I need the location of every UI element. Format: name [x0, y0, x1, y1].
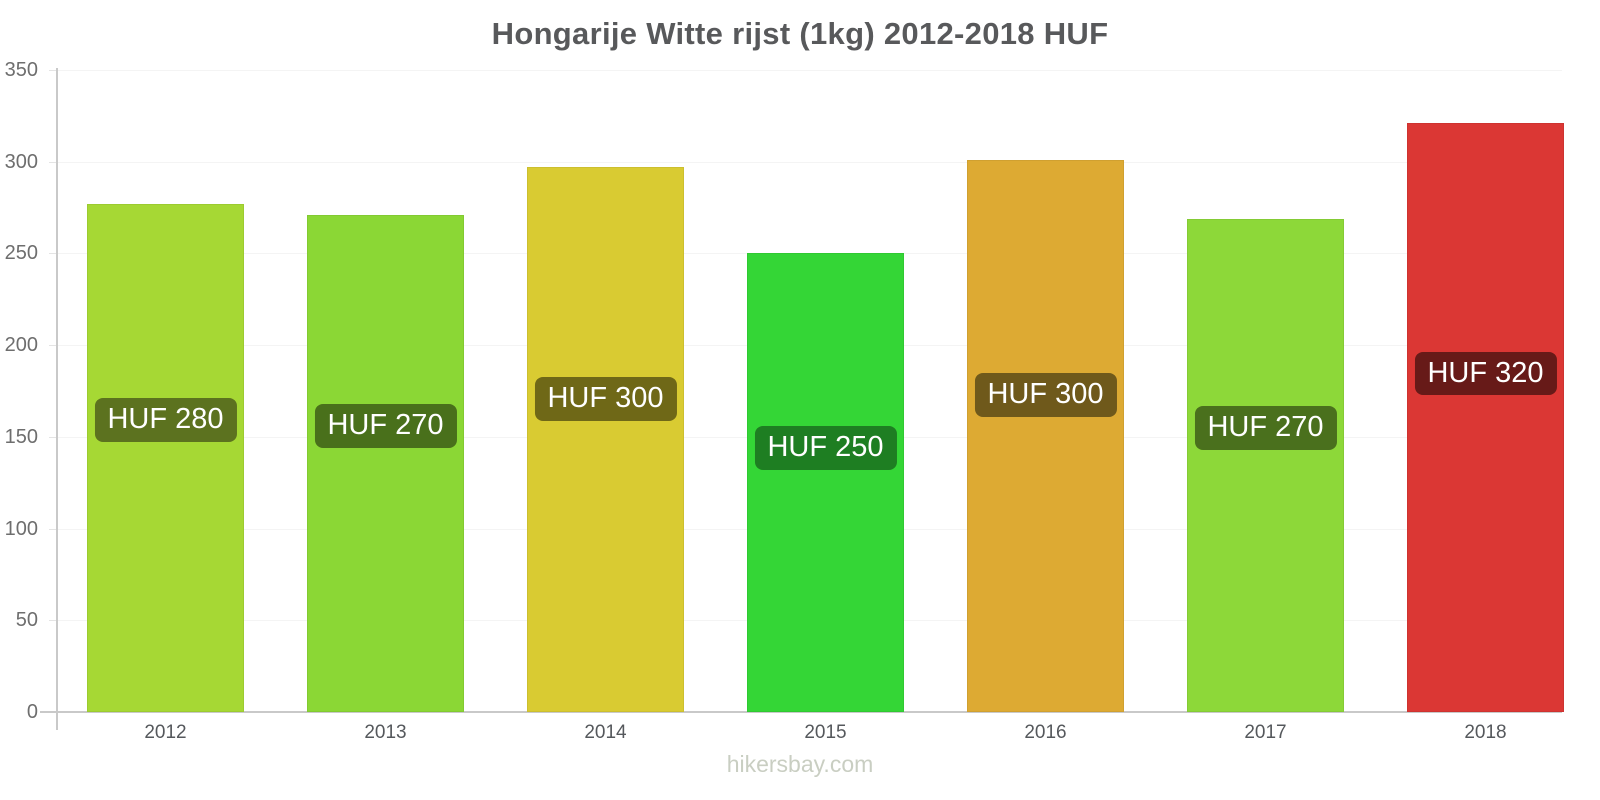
bar-2018: [1407, 123, 1564, 712]
y-tick-mark-200: [49, 345, 56, 347]
bar-value-label-2018: HUF 320: [1414, 351, 1557, 396]
bar-2014: [527, 167, 684, 712]
y-tick-mark-100: [49, 528, 56, 530]
y-tick-mark-50: [49, 620, 56, 622]
y-axis-tick-label-300: 300: [4, 150, 38, 173]
x-axis-line: [40, 711, 1562, 713]
x-axis-label-2012: 2012: [144, 722, 187, 743]
y-axis-tick-label-100: 100: [4, 517, 38, 540]
y-axis-tick-label-150: 150: [4, 425, 38, 448]
y-tick-mark-250: [49, 253, 56, 255]
x-axis-label-2017: 2017: [1244, 722, 1287, 743]
y-tick-mark-150: [49, 436, 56, 438]
gridline-350: [58, 70, 1562, 71]
bar-value-label-2016: HUF 300: [974, 372, 1117, 417]
watermark-hikersbay: hikersbay.com: [726, 751, 874, 777]
bar-2016: [967, 159, 1124, 712]
gridline-300: [58, 161, 1562, 163]
y-axis-tick-label-350: 350: [4, 59, 38, 81]
bar-2013: [307, 214, 464, 712]
y-tick-mark-300: [49, 161, 56, 163]
chart-title: Hongarije Witte rijst (1kg) 2012-2018 HU…: [491, 16, 1109, 51]
bar-value-label-2014: HUF 300: [534, 376, 677, 421]
y-axis-tick-label-50: 50: [15, 609, 38, 632]
x-axis-label-2018: 2018: [1464, 722, 1507, 743]
bar-2012: [87, 203, 244, 712]
x-axis-label-2016: 2016: [1024, 722, 1067, 743]
bar-value-label-2012: HUF 280: [94, 397, 237, 442]
bar-value-label-2013: HUF 270: [314, 404, 457, 449]
y-axis-line: [56, 68, 58, 730]
y-axis-tick-label-0: 0: [26, 701, 38, 723]
x-axis-label-2014: 2014: [584, 722, 627, 743]
bar-value-label-2017: HUF 270: [1194, 406, 1337, 451]
y-axis-tick-label-250: 250: [4, 242, 38, 265]
x-axis-label-2013: 2013: [364, 722, 407, 743]
x-axis-label-2015: 2015: [804, 722, 847, 743]
bar-2017: [1187, 218, 1344, 712]
y-tick-mark-350: [49, 70, 56, 71]
y-axis-tick-label-200: 200: [4, 334, 38, 357]
bar-value-label-2015: HUF 250: [754, 426, 897, 471]
bar-2015: [747, 253, 904, 712]
